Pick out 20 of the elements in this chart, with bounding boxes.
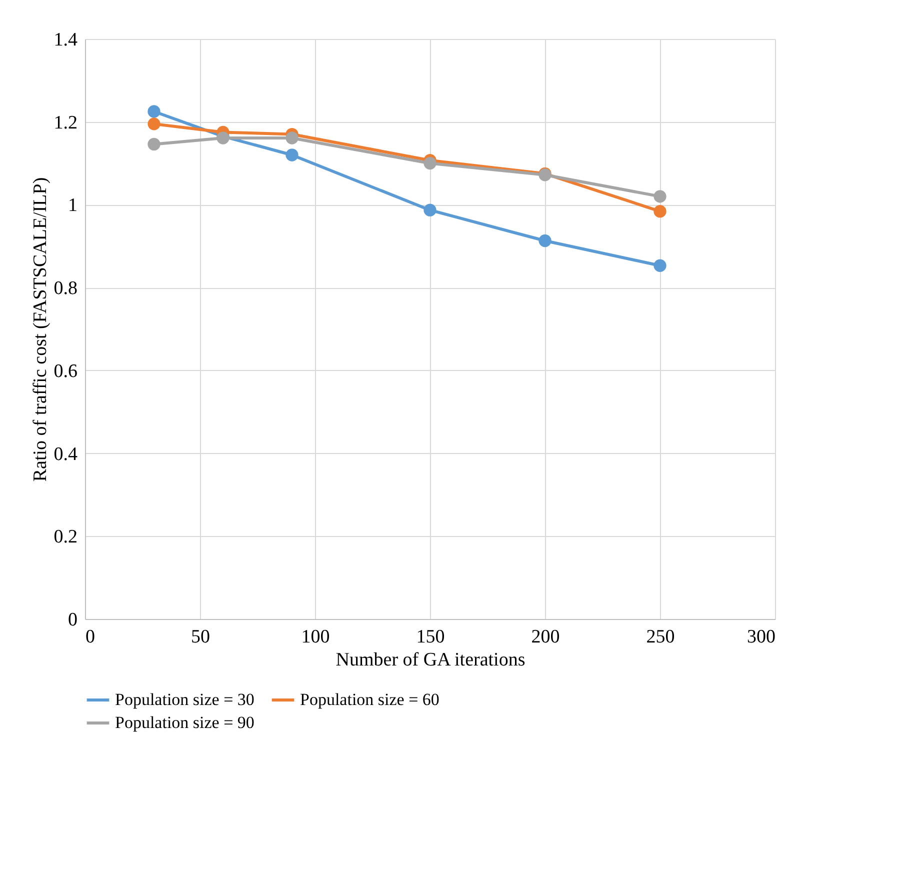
x-tick-label: 150 bbox=[416, 626, 445, 648]
y-axis-title: Ratio of traffic cost (FASTSCALE/ILP) bbox=[30, 177, 51, 482]
y-tick-label: 0.2 bbox=[54, 526, 78, 548]
y-tick-label: 1 bbox=[68, 195, 78, 216]
y-tick-label: 1.2 bbox=[54, 112, 78, 134]
y-tick-label: 0 bbox=[68, 610, 78, 630]
x-tick-label: 300 bbox=[747, 626, 776, 648]
x-tick-label: 250 bbox=[646, 626, 675, 648]
x-axis-title: Number of GA iterations bbox=[336, 650, 526, 670]
x-tick-label: 50 bbox=[191, 626, 210, 648]
x-tick-label: 0 bbox=[86, 626, 95, 648]
legend-label: Population size = 60 bbox=[300, 690, 440, 709]
x-tick-label: 100 bbox=[301, 626, 330, 648]
y-tick-label: 0.4 bbox=[54, 444, 78, 465]
y-tick-label: 0.8 bbox=[54, 278, 78, 300]
y-tick-label: 0.6 bbox=[54, 360, 78, 382]
x-tick-label: 200 bbox=[531, 626, 560, 648]
legend-label: Population size = 30 bbox=[115, 690, 254, 709]
y-tick-label: 1.4 bbox=[54, 30, 78, 50]
legend-label: Population size = 90 bbox=[115, 713, 254, 732]
